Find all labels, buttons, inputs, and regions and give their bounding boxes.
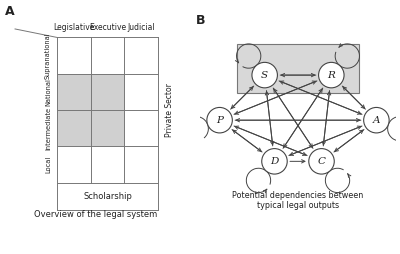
Bar (57, 110, 91, 146)
Text: A: A (4, 6, 14, 19)
Text: D: D (270, 157, 279, 166)
Text: National: National (45, 78, 51, 106)
Circle shape (252, 62, 278, 88)
Text: S: S (261, 71, 268, 80)
Text: Overview of the legal system: Overview of the legal system (34, 210, 158, 219)
Circle shape (318, 62, 344, 88)
Circle shape (262, 149, 287, 174)
Text: Scholarship: Scholarship (83, 192, 132, 201)
Text: Legislative: Legislative (53, 23, 95, 32)
Bar (57, 74, 91, 110)
Text: Local: Local (45, 156, 51, 173)
Text: Intermediate: Intermediate (45, 107, 51, 150)
Circle shape (364, 107, 389, 133)
Text: C: C (318, 157, 326, 166)
Text: Potential dependencies between
typical legal outputs: Potential dependencies between typical l… (232, 191, 364, 210)
Text: Supranational: Supranational (45, 32, 51, 79)
Text: Judicial: Judicial (127, 23, 155, 32)
Text: R: R (327, 71, 335, 80)
Text: B: B (196, 14, 206, 27)
Text: A: A (373, 116, 380, 125)
Text: P: P (216, 116, 223, 125)
Circle shape (309, 149, 334, 174)
FancyBboxPatch shape (237, 44, 359, 93)
Bar (91, 74, 124, 110)
Text: Executive: Executive (89, 23, 126, 32)
Circle shape (207, 107, 232, 133)
Text: Private Sector: Private Sector (166, 83, 174, 137)
Bar (91, 110, 124, 146)
